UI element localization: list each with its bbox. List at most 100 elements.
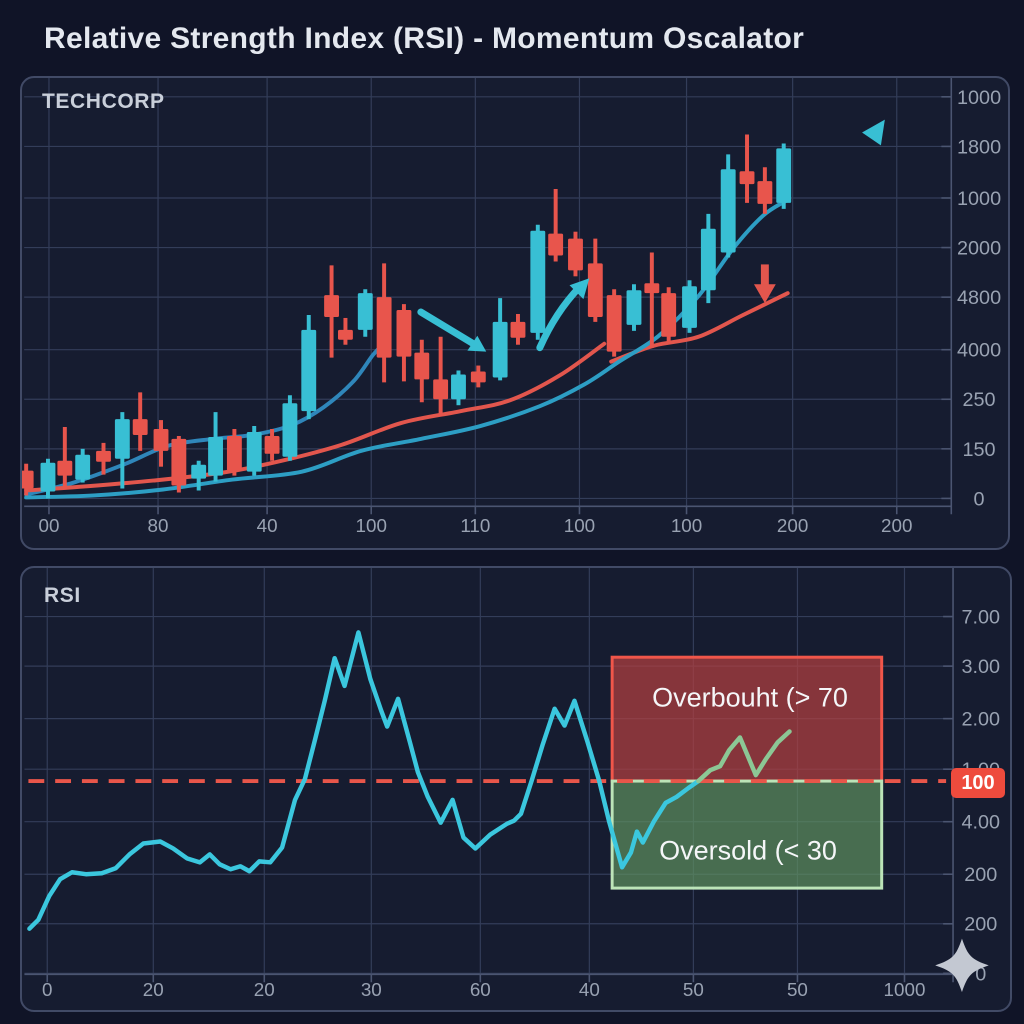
candle-body [114, 419, 130, 459]
candle-body [700, 228, 716, 291]
symbol-label: TECHCORP [42, 90, 165, 113]
overbought-zone [610, 655, 884, 783]
candle-body [208, 436, 223, 476]
price-chart-panel: 1000 1800 1000 2000 4800 4000 250 150 0 00 80 40 100… [20, 76, 1010, 550]
candle-up [451, 370, 466, 406]
marker-triangle [862, 119, 885, 146]
candle-body [568, 238, 583, 271]
candle-down [757, 167, 773, 214]
candle-up [776, 143, 792, 209]
candle-body [644, 283, 660, 294]
candle-body [739, 171, 755, 185]
trend-arrow-down [417, 308, 477, 348]
sparkle-icon [935, 938, 989, 993]
annotations [417, 119, 885, 352]
y-axis-tick-label: 0 [975, 963, 986, 985]
candle-body [57, 460, 73, 476]
trend-arrow-down-head [467, 335, 487, 352]
y-axis-tick-label: 7.00 [962, 606, 1001, 628]
candle-body [510, 321, 526, 338]
candle-down [324, 265, 339, 358]
y-axis-tick-label: 250 [963, 389, 996, 411]
y-axis-tick-label: 4800 [957, 287, 1001, 309]
candle-up [700, 213, 716, 304]
candle-down [22, 463, 34, 496]
y-axis-tick-label: 200 [964, 914, 997, 936]
y-axis-tick-label: 1800 [957, 136, 1001, 158]
candle-down [376, 263, 392, 383]
overbought-zone-label: Overbouht (> 70 [652, 682, 848, 713]
candle-down [548, 189, 564, 262]
rsi-chart-panel: 7.003.002.001.004.0020020000202030604050… [20, 566, 1012, 1012]
candle-body [153, 429, 169, 451]
x-axis-tick-label: 80 [148, 515, 169, 536]
x-axis-tick-label: 20 [254, 979, 275, 1000]
trend-arrow-up [536, 283, 583, 352]
y-axis-tick-label: 0 [974, 488, 985, 510]
candle-down [587, 238, 603, 322]
y-axis-tick-label: 150 [963, 439, 996, 461]
y-axis-tick-label: 2000 [957, 237, 1001, 259]
y-axis-tick-label: 4.00 [962, 812, 1001, 834]
candle-body [191, 464, 207, 479]
candle-down [226, 429, 242, 476]
candle-body [132, 419, 148, 435]
y-axis-tick-label: 1000 [957, 188, 1001, 210]
rsi-line-above-threshold [696, 729, 792, 784]
x-axis-tick-label: 60 [470, 979, 491, 1000]
candle-down [644, 252, 660, 348]
candle-body [301, 329, 317, 412]
candle-body [682, 286, 697, 328]
candle-body [357, 293, 373, 330]
pullback-arrow-down-shaft [760, 264, 769, 287]
candle-up [282, 395, 298, 461]
x-axis-tick-label: 0 [42, 979, 52, 1000]
candle-up [530, 224, 546, 340]
candle-down [264, 429, 280, 461]
pullback-arrow-down-head [753, 284, 776, 304]
x-axis-tick-label: 50 [787, 979, 808, 1000]
candle-body [414, 352, 430, 380]
x-axis-tick-label: 20 [143, 979, 164, 1000]
candle-body [246, 431, 262, 472]
candle-body [22, 470, 34, 489]
candle-body [433, 379, 449, 400]
x-axis-tick-label: 40 [579, 979, 600, 1000]
candle-body [470, 371, 486, 383]
candle-up [208, 412, 223, 482]
x-axis-tick-label: 100 [356, 515, 387, 536]
candle-up [114, 412, 130, 489]
candle-down [338, 317, 353, 345]
candle-down [171, 435, 187, 493]
y-axis-tick-label: 4000 [957, 340, 1001, 362]
candlestick-series [22, 134, 792, 499]
candle-up [40, 458, 56, 499]
x-axis-tick-label: 50 [683, 979, 704, 1000]
candle-down [568, 231, 583, 277]
candle-body [492, 321, 508, 378]
gridlines [24, 78, 952, 507]
candle-up [75, 448, 91, 483]
candle-up [492, 298, 508, 381]
candle-body [548, 233, 564, 256]
candle-down [414, 339, 430, 403]
candle-down [661, 287, 677, 342]
x-axis-tick-label: 40 [257, 515, 278, 536]
candle-body [40, 462, 56, 492]
x-axis-tick-label: 100 [671, 515, 702, 536]
candle-up [246, 426, 262, 476]
candle-body [171, 438, 187, 486]
x-axis-tick-label: 100 [564, 515, 595, 536]
candle-down [470, 365, 486, 388]
candle-up [720, 154, 736, 258]
candle-body [626, 290, 642, 325]
candle-down [510, 313, 526, 345]
ma-red-left [24, 341, 607, 493]
candle-body [606, 295, 622, 352]
candle-body [338, 329, 353, 340]
candle-body [720, 169, 736, 253]
candle-down [606, 289, 622, 357]
candle-body [324, 295, 339, 317]
